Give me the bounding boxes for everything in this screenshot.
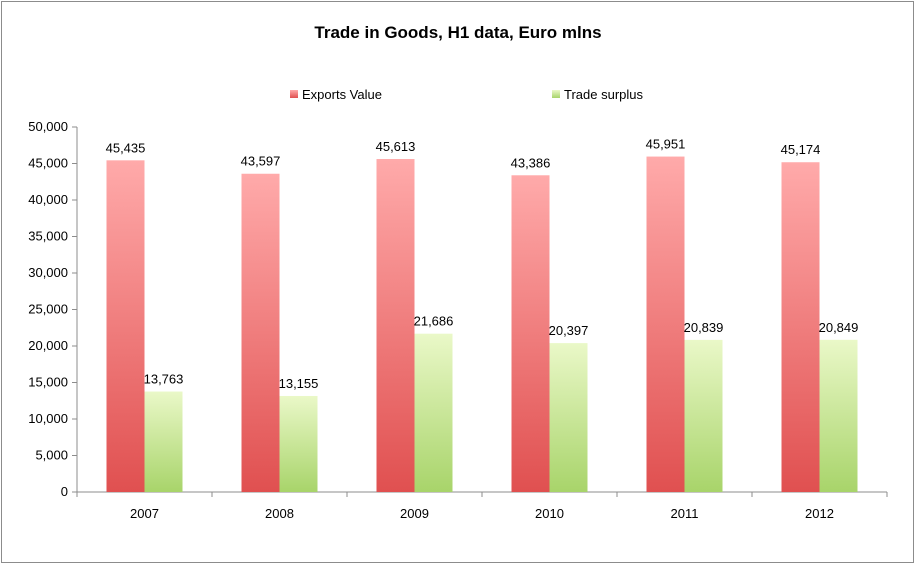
- legend-label-trade-surplus: Trade surplus: [564, 87, 643, 102]
- bar-trade-surplus-2011: [684, 339, 723, 492]
- x-tick-label-2011: 2011: [671, 506, 699, 521]
- bar-trade-surplus-2012: [819, 339, 858, 492]
- x-axis: 2007 2008 2009 2010 2011 2012: [76, 491, 888, 521]
- y-tick-label: 0: [61, 484, 68, 499]
- y-tick-label: 45,000: [28, 156, 68, 171]
- bar-exports-value-2011: [646, 156, 685, 493]
- bar-exports-value-2010: [511, 175, 550, 492]
- y-tick-label: 5,000: [35, 448, 68, 463]
- y-tick-label: 20,000: [28, 338, 68, 353]
- data-labels: 45,435 13,763 43,597 13,155 45,613 21,686 43,3…: [106, 137, 859, 391]
- bar-trade-surplus-2009: [414, 333, 453, 492]
- bar-trade-surplus-2008: [279, 395, 318, 492]
- data-label-exports-value-2010: 43,386: [511, 155, 551, 170]
- y-tick-label: 50,000: [28, 119, 68, 134]
- data-label-trade-surplus-2008: 13,155: [279, 376, 319, 391]
- data-label-exports-value-2011: 45,951: [646, 137, 686, 152]
- bar-exports-value-2012: [781, 162, 820, 492]
- data-label-trade-surplus-2011: 20,839: [684, 320, 724, 335]
- legend-swatch-exports-value: [290, 90, 298, 98]
- y-axis: 0 5,000 10,000 15,000 20,000 25,000 30,000 35,0…: [28, 119, 78, 499]
- bar-exports-value-2009: [376, 159, 415, 493]
- data-label-trade-surplus-2010: 20,397: [549, 323, 589, 338]
- bars: [106, 156, 858, 493]
- data-label-trade-surplus-2012: 20,849: [819, 320, 859, 335]
- x-tick-label-2007: 2007: [130, 506, 159, 521]
- legend-swatch-trade-surplus: [552, 90, 560, 98]
- x-tick-label-2008: 2008: [265, 506, 294, 521]
- legend-label-exports-value: Exports Value: [302, 87, 382, 102]
- y-tick-label: 30,000: [28, 265, 68, 280]
- data-label-trade-surplus-2009: 21,686: [414, 314, 454, 329]
- legend: Exports Value Trade surplus: [290, 87, 643, 102]
- bar-exports-value-2008: [241, 173, 280, 493]
- data-label-exports-value-2012: 45,174: [781, 142, 821, 157]
- x-tick-label-2009: 2009: [400, 506, 429, 521]
- bar-exports-value-2007: [106, 160, 145, 492]
- y-tick-label: 10,000: [28, 411, 68, 426]
- y-tick-label: 25,000: [28, 302, 68, 317]
- chart-title: Trade in Goods, H1 data, Euro mlns: [314, 23, 601, 42]
- x-tick-label-2012: 2012: [805, 506, 834, 521]
- data-label-exports-value-2007: 45,435: [106, 140, 146, 155]
- data-label-exports-value-2008: 43,597: [241, 154, 281, 169]
- y-tick-label: 40,000: [28, 192, 68, 207]
- y-tick-label: 35,000: [28, 229, 68, 244]
- x-tick-label-2010: 2010: [535, 506, 564, 521]
- bar-trade-surplus-2007: [144, 391, 183, 492]
- data-label-exports-value-2009: 45,613: [376, 139, 416, 154]
- data-label-trade-surplus-2007: 13,763: [144, 372, 184, 387]
- bar-trade-surplus-2010: [549, 343, 588, 492]
- y-tick-label: 15,000: [28, 375, 68, 390]
